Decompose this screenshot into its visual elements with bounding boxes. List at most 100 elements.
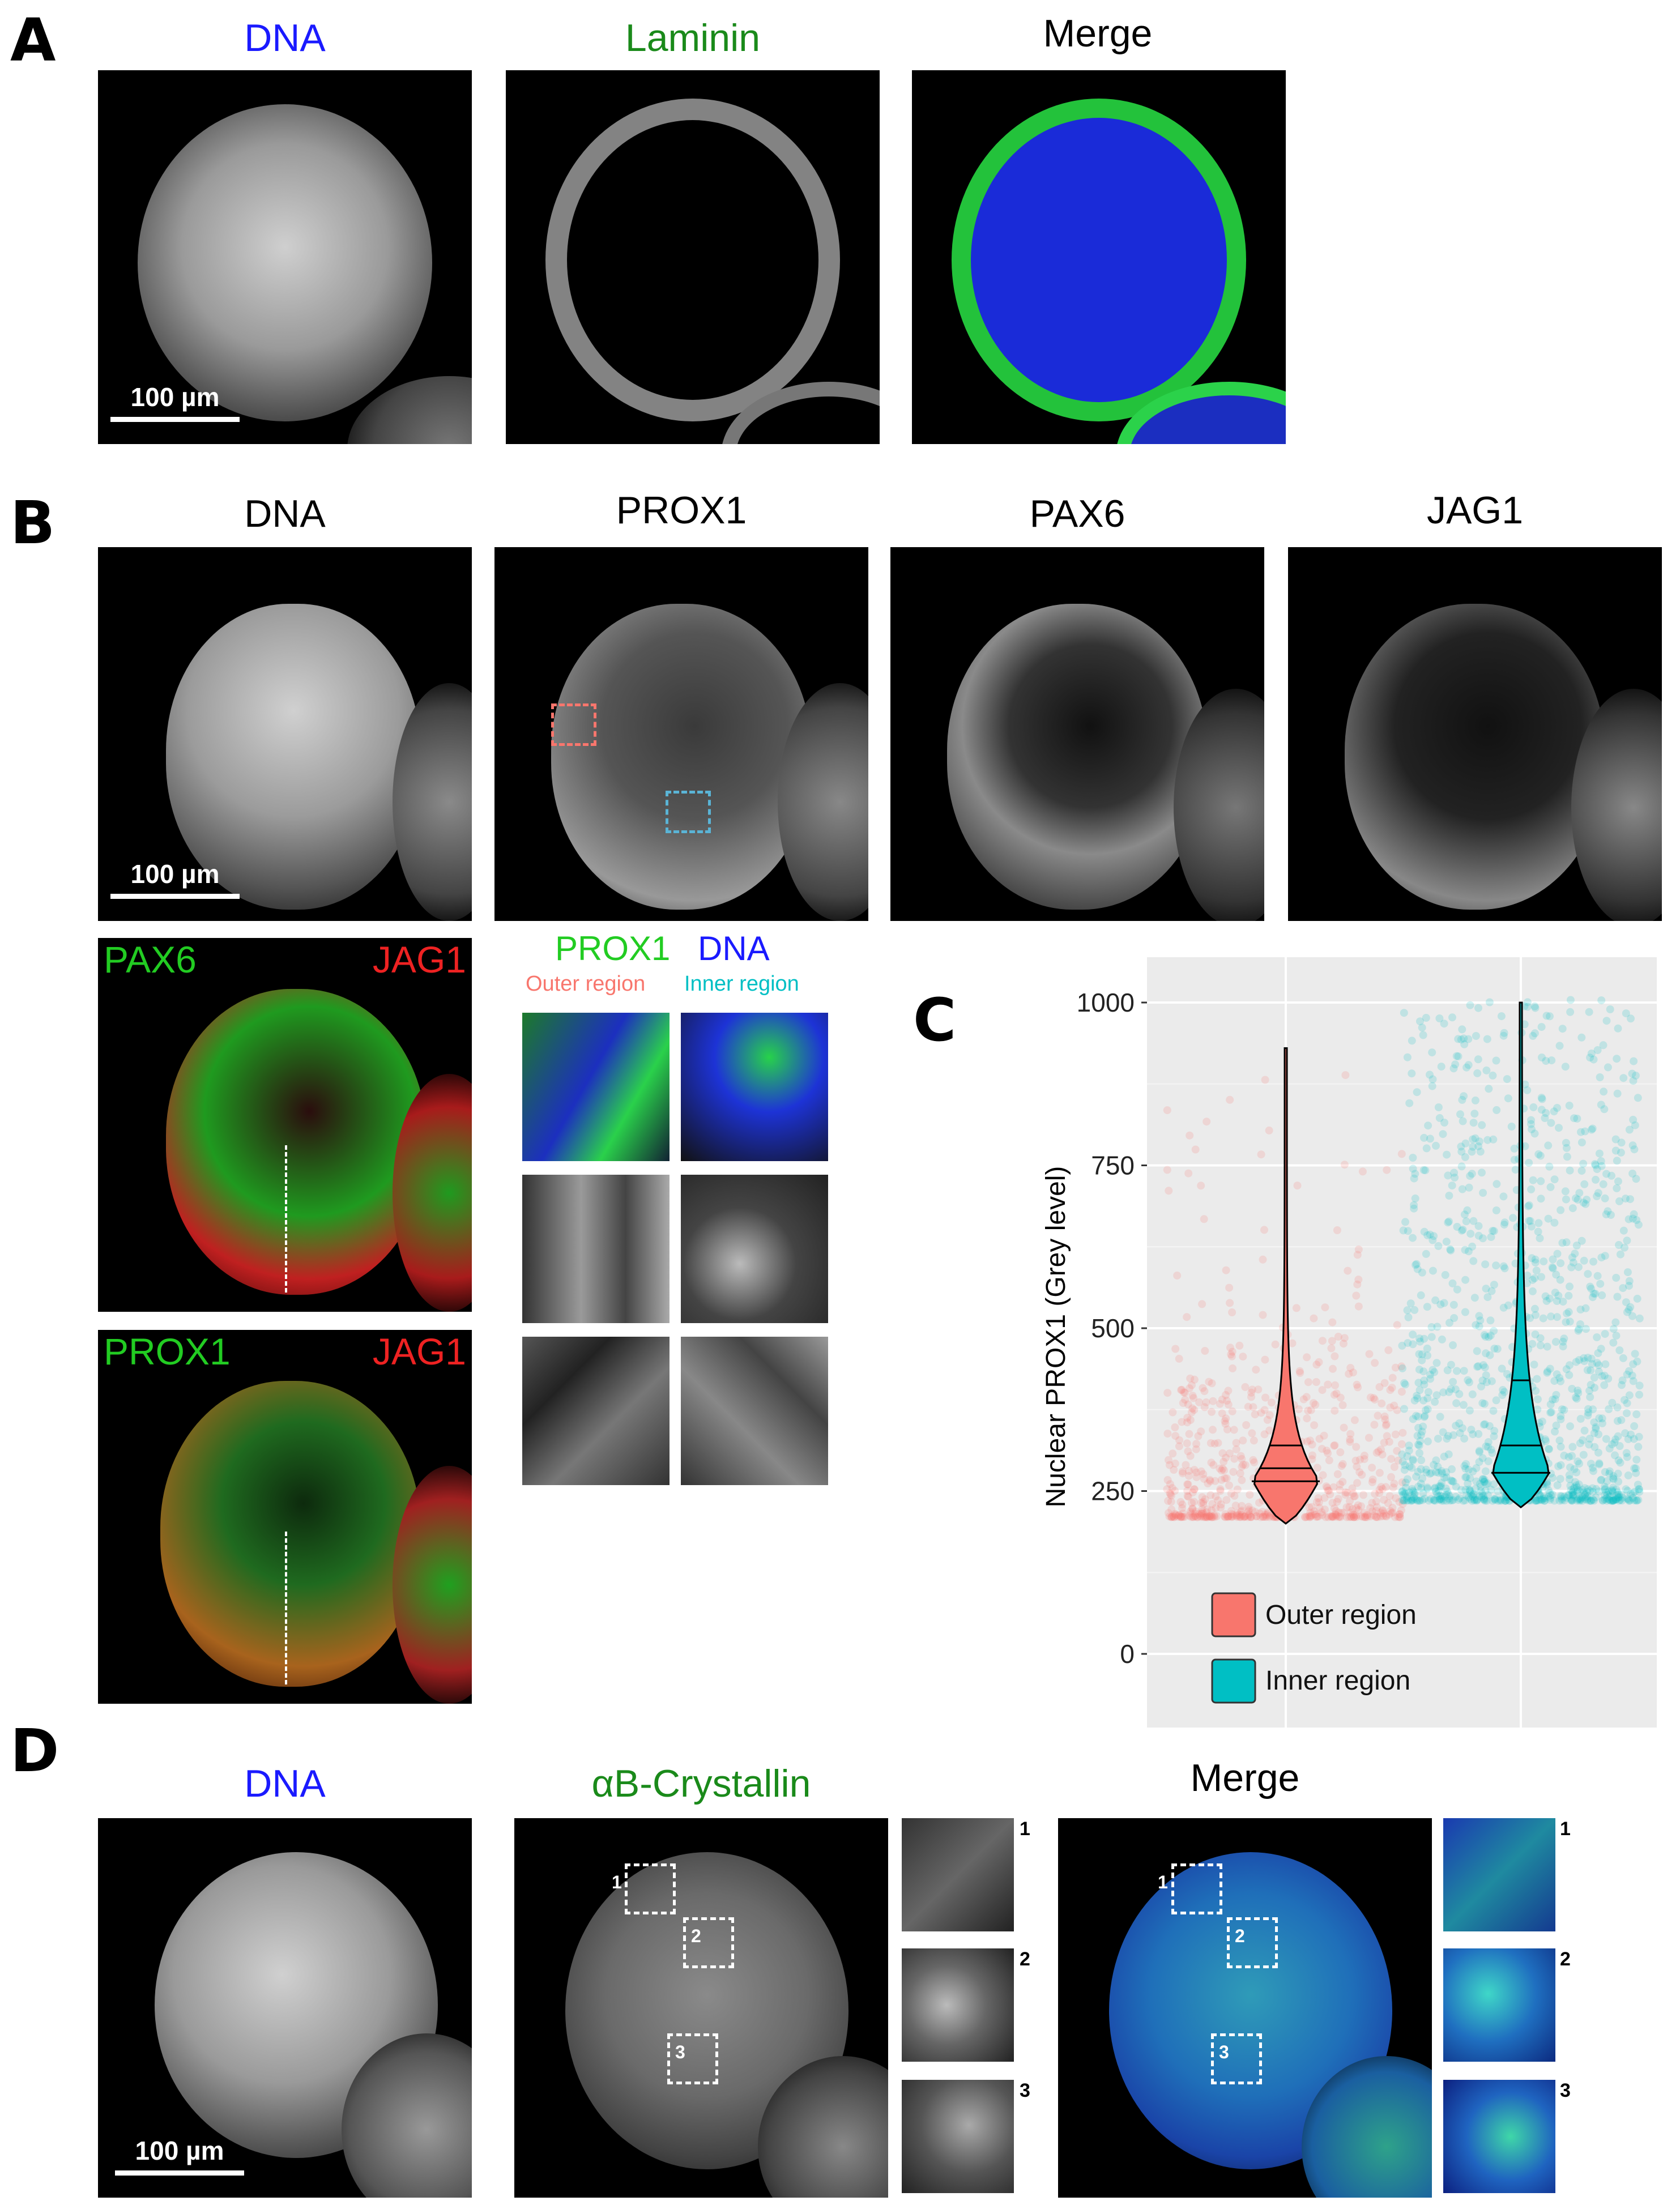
jitter-point <box>1576 1439 1584 1448</box>
jitter-point <box>1262 1513 1270 1521</box>
jitter-point <box>1490 1345 1499 1353</box>
jitter-point <box>1171 1423 1179 1431</box>
jitter-point <box>1188 1499 1196 1507</box>
jitter-point <box>1533 1375 1541 1383</box>
jitter-point <box>1576 1494 1585 1503</box>
jitter-point <box>1434 1103 1443 1111</box>
jitter-point <box>1559 1298 1567 1306</box>
crop-d-merge-1 <box>1443 1818 1555 1931</box>
jitter-point <box>1254 1385 1263 1394</box>
jitter-point <box>1182 1461 1190 1469</box>
jitter-point <box>1432 1468 1440 1477</box>
jitter-point <box>1418 1427 1426 1436</box>
jitter-point <box>1449 1431 1457 1439</box>
jitter-point <box>1371 1359 1379 1367</box>
panel-d-title-dna: DNA <box>244 1762 326 1805</box>
jitter-point <box>1590 1374 1598 1382</box>
jitter-point <box>1546 1494 1554 1502</box>
jitter-point <box>1189 1394 1198 1402</box>
jitter-point <box>1484 1438 1493 1446</box>
jitter-point <box>1613 1491 1621 1499</box>
y-tick-label: 500 <box>1091 1313 1135 1343</box>
jitter-point <box>1461 1465 1470 1473</box>
jitter-point <box>1603 1477 1611 1485</box>
jitter-point <box>1573 1496 1581 1505</box>
jitter-point <box>1635 1432 1643 1441</box>
jitter-point <box>1632 1496 1640 1504</box>
jitter-point <box>1362 1511 1371 1519</box>
jitter-point <box>1544 1214 1553 1223</box>
jitter-point <box>1602 1488 1610 1496</box>
jitter-point <box>1473 1496 1481 1504</box>
jitter-point <box>1614 1432 1622 1440</box>
jitter-point <box>1163 1389 1172 1397</box>
jitter-point <box>1306 1513 1314 1521</box>
jitter-point <box>1426 1135 1434 1143</box>
jitter-point <box>1368 1507 1376 1515</box>
jitter-point <box>1163 1106 1171 1115</box>
jitter-point <box>1613 1403 1622 1411</box>
jitter-point <box>1578 1493 1587 1502</box>
jitter-point <box>1601 1330 1609 1338</box>
jitter-point <box>1220 1457 1228 1466</box>
jitter-point <box>1380 1496 1388 1504</box>
jitter-point <box>1308 1451 1316 1460</box>
jitter-point <box>1526 1314 1534 1322</box>
jitter-point <box>1303 1414 1311 1423</box>
jitter-point <box>1469 1217 1478 1225</box>
jitter-point <box>1464 1479 1472 1488</box>
jitter-point <box>1263 1511 1271 1519</box>
jitter-point <box>1612 1332 1621 1340</box>
jitter-point <box>1445 1388 1453 1396</box>
jitter-point <box>1233 1485 1242 1494</box>
jitter-point <box>1163 1166 1171 1174</box>
jitter-point <box>1566 1282 1574 1291</box>
jitter-point <box>1229 1512 1237 1521</box>
jitter-point <box>1331 1406 1339 1415</box>
jitter-point <box>1473 1496 1482 1504</box>
jitter-point <box>1530 1129 1539 1138</box>
jitter-point <box>1452 1399 1461 1408</box>
jitter-point <box>1581 1304 1590 1312</box>
jitter-point <box>1599 1496 1607 1504</box>
jitter-point <box>1207 1458 1216 1467</box>
jitter-point <box>1590 1418 1598 1427</box>
jitter-point <box>1500 1264 1509 1273</box>
jitter-point <box>1551 1338 1560 1346</box>
jitter-point <box>1457 1486 1465 1494</box>
jitter-point <box>1569 1492 1577 1500</box>
jitter-point <box>1194 1432 1203 1440</box>
jitter-point <box>1496 1496 1504 1505</box>
panel-letter-d: D <box>10 1716 59 1785</box>
jitter-point <box>1218 1396 1226 1404</box>
jitter-point <box>1410 1306 1419 1314</box>
jitter-point <box>1193 1513 1201 1521</box>
jitter-point <box>1403 1452 1412 1460</box>
jitter-point <box>1171 1511 1180 1520</box>
jitter-point <box>1546 1489 1554 1497</box>
y-tick-label: 1000 <box>1077 988 1135 1017</box>
jitter-point <box>1431 1296 1440 1304</box>
jitter-point <box>1349 1511 1357 1519</box>
jitter-point <box>1555 1124 1563 1132</box>
jitter-point <box>1409 1330 1417 1339</box>
y-axis-title: Nuclear PROX1 (Grey level) <box>1041 1166 1071 1508</box>
jitter-point <box>1587 1366 1595 1375</box>
jitter-point <box>1532 1496 1540 1505</box>
jitter-point <box>1315 1435 1324 1443</box>
jitter-point <box>1332 1511 1340 1519</box>
jitter-point <box>1610 1439 1619 1447</box>
jitter-point <box>1601 1485 1609 1494</box>
jitter-point <box>1447 1385 1455 1393</box>
jitter-point <box>1445 1192 1453 1200</box>
jitter-point <box>1579 1199 1588 1207</box>
jitter-point <box>1336 1513 1345 1521</box>
jitter-point <box>1529 1103 1538 1111</box>
jitter-point <box>1401 1218 1409 1226</box>
jitter-point <box>1321 1303 1329 1312</box>
organoid-b-overlay2 <box>160 1381 421 1687</box>
jitter-point <box>1628 1069 1636 1078</box>
crop-d-crystallin-3-number: 3 <box>1020 2080 1030 2101</box>
jitter-point <box>1336 1448 1345 1456</box>
jitter-point <box>1570 1465 1579 1473</box>
